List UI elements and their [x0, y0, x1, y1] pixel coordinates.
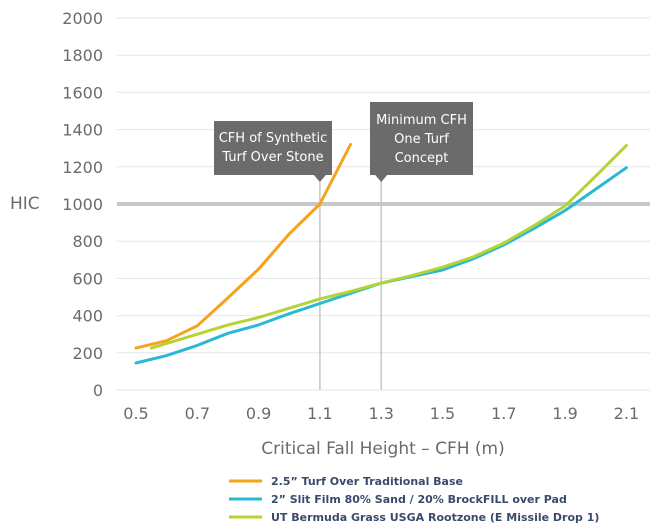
x-tick-label: 0.7 [185, 404, 210, 423]
annotation-marker-lines [319, 178, 382, 390]
x-axis-title: Critical Fall Height – CFH (m) [261, 439, 505, 459]
x-tick-label: 1.1 [307, 404, 332, 423]
annotation-callout: Minimum CFH One Turf Concept [370, 102, 473, 182]
x-tick-label: 0.5 [123, 404, 148, 423]
callout-text-line: Minimum CFH [376, 113, 467, 128]
series-line [134, 143, 352, 350]
x-tick-label: 1.7 [491, 404, 516, 423]
callout-text-line: Concept [395, 151, 449, 166]
y-tick-label: 1800 [62, 46, 103, 65]
x-tick-label: 0.9 [246, 404, 271, 423]
callout-pointer [313, 175, 326, 182]
annotation-callouts: CFH of Synthetic Turf Over Stone Minimum C… [214, 102, 473, 182]
x-tick-label: 1.9 [552, 404, 577, 423]
y-tick-label: 1200 [62, 158, 103, 177]
y-tick-label: 200 [72, 344, 103, 363]
y-tick-label: 1600 [62, 83, 103, 102]
annotation-callout: CFH of Synthetic Turf Over Stone [214, 121, 332, 182]
x-tick-label: 1.3 [368, 404, 393, 423]
callout-box [370, 102, 473, 175]
y-tick-labels: 0 200 400 600 800 1000 1200 1400 1600 1800 2000 [62, 9, 103, 400]
y-tick-label: 600 [72, 269, 103, 288]
legend: 2.5” Turf Over Traditional Base 2” Slit F… [229, 475, 599, 524]
gridlines [117, 17, 650, 391]
y-tick-label: 800 [72, 232, 103, 251]
y-tick-label: 1400 [62, 121, 103, 140]
legend-label: 2.5” Turf Over Traditional Base [271, 475, 463, 488]
series-lines [134, 143, 628, 365]
legend-label: 2” Slit Film 80% Sand / 20% BrockFILL ov… [271, 493, 567, 506]
callout-text-line: One Turf [394, 132, 449, 147]
y-tick-label: 1000 [62, 195, 103, 214]
y-tick-label: 2000 [62, 9, 103, 28]
y-tick-label: 400 [72, 307, 103, 326]
callout-text-line: CFH of Synthetic [219, 131, 328, 146]
y-tick-label: 0 [93, 381, 103, 400]
callout-box [214, 121, 332, 175]
x-tick-label: 2.1 [614, 404, 639, 423]
y-axis-title: HIC [10, 194, 40, 214]
callout-text-line: Turf Over Stone [221, 150, 323, 165]
x-tick-labels: 0.5 0.7 0.9 1.1 1.3 1.5 1.7 1.9 2.1 [123, 404, 639, 423]
legend-label: UT Bermuda Grass USGA Rootzone (E Missil… [271, 511, 599, 524]
series-line [149, 143, 628, 350]
x-tick-label: 1.5 [430, 404, 455, 423]
callout-pointer [375, 175, 388, 182]
